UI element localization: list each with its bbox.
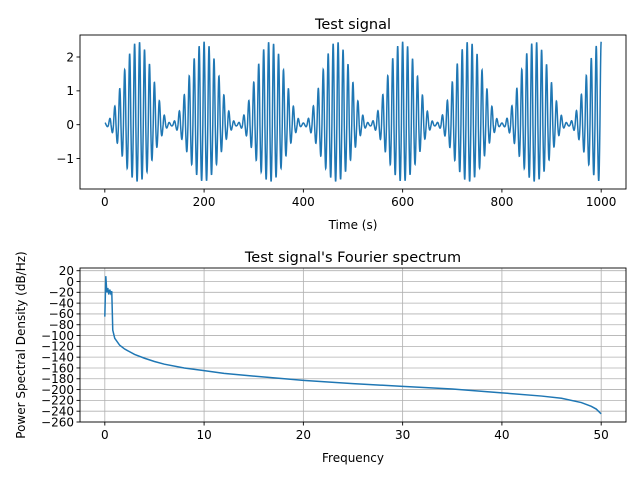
y-tick-label: −100 <box>41 329 74 343</box>
y-tick-label: 20 <box>59 264 74 278</box>
y-tick-label: −1 <box>56 152 74 166</box>
y-tick-label: −60 <box>49 307 74 321</box>
y-tick-label: −200 <box>41 383 74 397</box>
top-chart-series <box>104 41 602 182</box>
x-tick-label: 50 <box>594 428 609 442</box>
x-tick-label: 40 <box>494 428 509 442</box>
y-tick-label: −80 <box>49 318 74 332</box>
signal-line <box>104 41 602 182</box>
bottom-chart-xlabel: Frequency <box>322 451 384 465</box>
top-chart-xlabel: Time (s) <box>328 218 378 232</box>
bottom-chart-ylabel: Power Spectral Density (dB/Hz) <box>14 251 28 438</box>
bottom-chart-title: Test signal's Fourier spectrum <box>244 250 461 266</box>
y-tick-label: −140 <box>41 350 74 364</box>
top-chart-title: Test signal <box>314 17 391 33</box>
x-tick-label: 20 <box>296 428 311 442</box>
bottom-chart-grid <box>80 268 626 423</box>
top-chart-axes-frame <box>79 34 627 190</box>
bottom-chart: Test signal's Fourier spectrum 0 10 20 30 40… <box>14 250 627 465</box>
y-tick-label: −40 <box>49 296 74 310</box>
bottom-chart-series <box>104 276 602 415</box>
y-tick-label: 2 <box>66 50 74 64</box>
y-tick-label: −160 <box>41 361 74 375</box>
top-chart: Test signal 0 200 400 600 800 1000 −1 0 1 2 Time … <box>56 17 627 232</box>
y-tick-label: 0 <box>66 118 74 132</box>
y-tick-label: −20 <box>49 286 74 300</box>
y-tick-label: −180 <box>41 372 74 386</box>
x-tick-label: 400 <box>292 195 315 209</box>
x-tick-label: 1000 <box>586 195 617 209</box>
x-tick-label: 200 <box>193 195 216 209</box>
bottom-chart-ticks: 0 10 20 30 40 50−260−240−220−200−180−160−140−… <box>41 264 609 442</box>
bottom-chart-axes-frame <box>79 267 627 423</box>
x-tick-label: 0 <box>101 195 109 209</box>
y-tick-label: −260 <box>41 415 74 429</box>
x-tick-label: 0 <box>101 428 109 442</box>
x-tick-label: 800 <box>490 195 513 209</box>
x-tick-label: 10 <box>196 428 211 442</box>
y-tick-label: −240 <box>41 404 74 418</box>
y-tick-label: −120 <box>41 340 74 354</box>
spectrum-line <box>104 276 602 415</box>
y-tick-label: 1 <box>66 84 74 98</box>
top-chart-ticks: 0 200 400 600 800 1000 −1 0 1 2 <box>56 50 616 209</box>
y-tick-label: 0 <box>66 275 74 289</box>
y-tick-label: −220 <box>41 394 74 408</box>
x-tick-label: 600 <box>391 195 414 209</box>
x-tick-label: 30 <box>395 428 410 442</box>
